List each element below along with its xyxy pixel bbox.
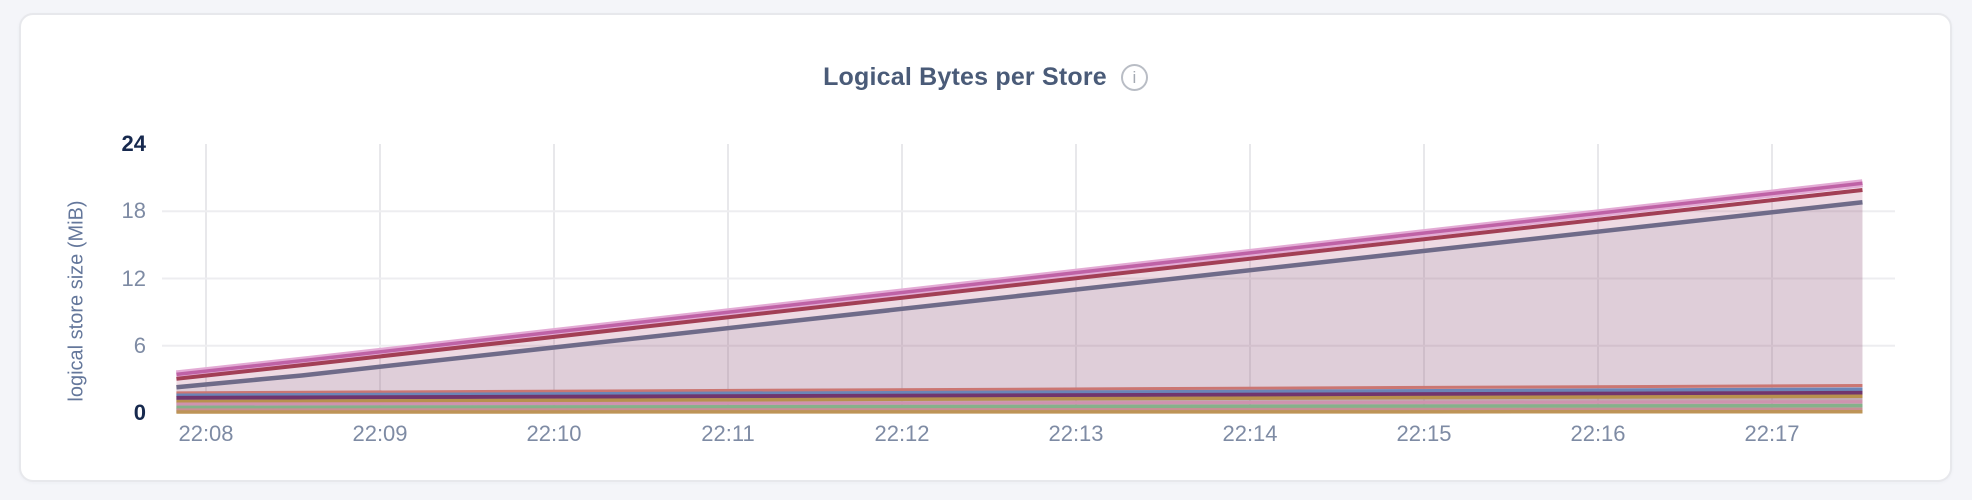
series-8-mauve-line [176,400,1863,406]
series-2-maroon-area [176,189,1863,413]
series-7-gold-line [176,394,1863,404]
series-3-gray-purple-area [176,202,1863,413]
series-4-salmon-line [176,384,1863,395]
series-5-blue-line [176,387,1863,398]
chart-header: Logical Bytes per Store i [21,63,1950,92]
series-1-pink-line [176,181,1863,377]
series-6-purple-line [176,390,1863,400]
info-icon[interactable]: i [1120,64,1148,91]
series-1-pink-area [176,183,1863,413]
chart-title: Logical Bytes per Store [823,63,1107,91]
series-2-maroon-line [176,187,1863,381]
series-10-rose-line [176,407,1863,412]
series-3-gray-purple-line [176,200,1863,390]
series-9-green-line [176,403,1863,410]
